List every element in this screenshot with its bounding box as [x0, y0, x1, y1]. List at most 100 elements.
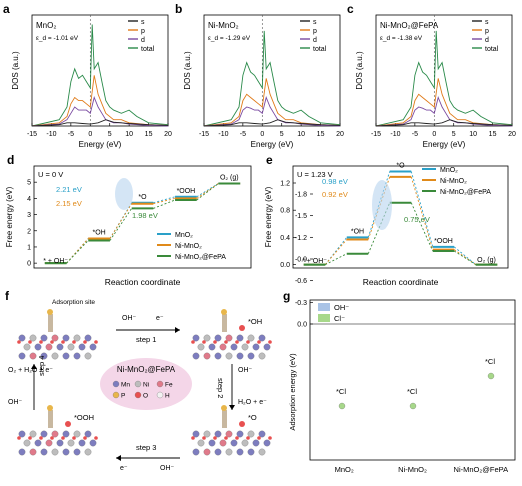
atom-legend-swatch — [134, 391, 142, 399]
cl-atom — [487, 372, 495, 380]
step1-label: step 1 — [136, 335, 156, 344]
slab-atom — [51, 430, 59, 438]
fepa-ligand — [48, 410, 53, 428]
energy-connector — [153, 196, 176, 204]
center-title: Ni-MnO₂@FePA — [117, 365, 176, 374]
slab-atom — [230, 439, 238, 447]
oxygen-atom — [213, 436, 217, 440]
d-band-center: ε_d = -1.01 eV — [36, 35, 79, 42]
slab-atom — [67, 439, 75, 447]
slab-atom — [51, 334, 59, 342]
step1-out: e⁻ — [156, 315, 164, 322]
barrier-label: 2.15 eV — [56, 199, 82, 208]
oxygen-atom — [17, 340, 21, 344]
x-tick-label: -15 — [199, 131, 209, 138]
intermediate-label: *O — [248, 413, 257, 422]
slab-atom — [40, 430, 48, 438]
cl-adsorbate-label: *Cl — [407, 387, 417, 396]
slab-atom — [23, 439, 31, 447]
legend-label: OH⁻ — [334, 303, 349, 312]
legend-label-total: total — [485, 46, 499, 53]
slab-atom — [241, 343, 249, 351]
dos-panel-b: b -15 -10 -5 0 5 10 15 20 Energy (eV) DOS (a.u.) Ni… — [175, 2, 344, 149]
dos-s-line — [31, 119, 169, 127]
oxygen-atom — [257, 340, 261, 344]
y-tick-label: 1 — [27, 244, 31, 251]
legend-label-p: p — [141, 28, 145, 35]
plot-frame — [309, 299, 516, 461]
legend-label: MnO₂ — [440, 167, 458, 174]
y-axis-label: DOS (a.u.) — [11, 51, 20, 90]
mechanism-panel-f: f Adsorption site *OH *O *OOH step 1 OH⁻ e⁻ step… — [5, 289, 272, 472]
slab-atom — [236, 430, 244, 438]
slab-atom — [67, 343, 75, 351]
x-tick-label: 10 — [297, 131, 305, 138]
x-tick-label: -10 — [218, 131, 228, 138]
dos-total-line — [31, 24, 169, 127]
free-energy-panel-d: d 0 1 2 3 4 5 Reaction coordinate Free energy (e… — [5, 153, 252, 287]
slab-atom — [73, 334, 81, 342]
step4-out: O₂ + H₂O + e⁻ — [8, 367, 53, 374]
category-label: Ni-MnO₂@FePA — [454, 465, 509, 474]
slab-atom — [29, 334, 37, 342]
atom-legend-label: H — [165, 393, 170, 400]
x-axis-label: Reaction coordinate — [363, 277, 439, 287]
slab-atom — [203, 352, 211, 360]
slab-atom — [84, 448, 92, 456]
oxygen-atom — [94, 340, 98, 344]
x-tick-label: -15 — [27, 131, 37, 138]
oxygen-atom — [191, 436, 195, 440]
d-band-center: ε_d = -1.29 eV — [208, 35, 251, 42]
slab-atom — [225, 334, 233, 342]
y-tick-label: 5 — [27, 180, 31, 187]
slab-atom — [84, 430, 92, 438]
fepa-ligand — [222, 314, 227, 332]
oxygen-atom — [83, 340, 87, 344]
x-tick-label: 10 — [125, 131, 133, 138]
legend-label: Ni-MnO₂@FePA — [440, 189, 491, 196]
slab-atom — [258, 334, 266, 342]
atom-legend-swatch — [112, 380, 120, 388]
slab-atom — [241, 439, 249, 447]
slab-atom — [258, 430, 266, 438]
slab-atom — [208, 343, 216, 351]
dos-total-line — [203, 30, 341, 127]
slab-atom — [62, 430, 70, 438]
highlight-ellipse — [372, 180, 392, 230]
legend-label: Ni-MnO₂@FePA — [175, 254, 226, 261]
slab-atom — [203, 430, 211, 438]
legend-label-total: total — [141, 46, 155, 53]
y-axis-label: DOS (a.u.) — [183, 51, 192, 90]
barrier-label: 1.98 eV — [132, 211, 158, 220]
x-tick-label: 0 — [432, 131, 436, 138]
energy-connector — [324, 239, 348, 265]
legend-label: MnO₂ — [175, 232, 193, 239]
slab-atom — [252, 439, 260, 447]
dos-p-line — [31, 75, 169, 127]
slab-atom — [197, 343, 205, 351]
phosphorus-atom — [47, 405, 53, 411]
step-label: O₂ (g) — [477, 257, 496, 264]
barrier-label: 0.75 eV — [404, 215, 430, 224]
step2-out: H₂O + e⁻ — [238, 399, 267, 406]
slab-atom — [214, 430, 222, 438]
material-label: MnO₂ — [36, 21, 56, 30]
material-label: Ni-MnO₂@FePA — [380, 21, 439, 30]
slab-atom — [45, 439, 53, 447]
slab-atom — [62, 448, 70, 456]
slab-atom — [45, 343, 53, 351]
free-energy-panel-e: e 0.0 0.4 0.8 1.2 Reaction coordinate Free ene… — [264, 153, 509, 287]
energy-connector — [109, 203, 133, 239]
oxygen-atom — [268, 340, 272, 344]
slab-atom — [51, 448, 59, 456]
y-tick-label: -1.5 — [295, 213, 307, 220]
slab-atom — [214, 352, 222, 360]
oxygen-atom — [72, 340, 76, 344]
phosphorus-atom — [221, 405, 227, 411]
oxygen-atom — [28, 436, 32, 440]
step4-label: step 4 — [37, 356, 46, 376]
slab-atom — [51, 352, 59, 360]
x-tick-label: -5 — [240, 131, 246, 138]
legend-label-d: d — [313, 37, 317, 44]
